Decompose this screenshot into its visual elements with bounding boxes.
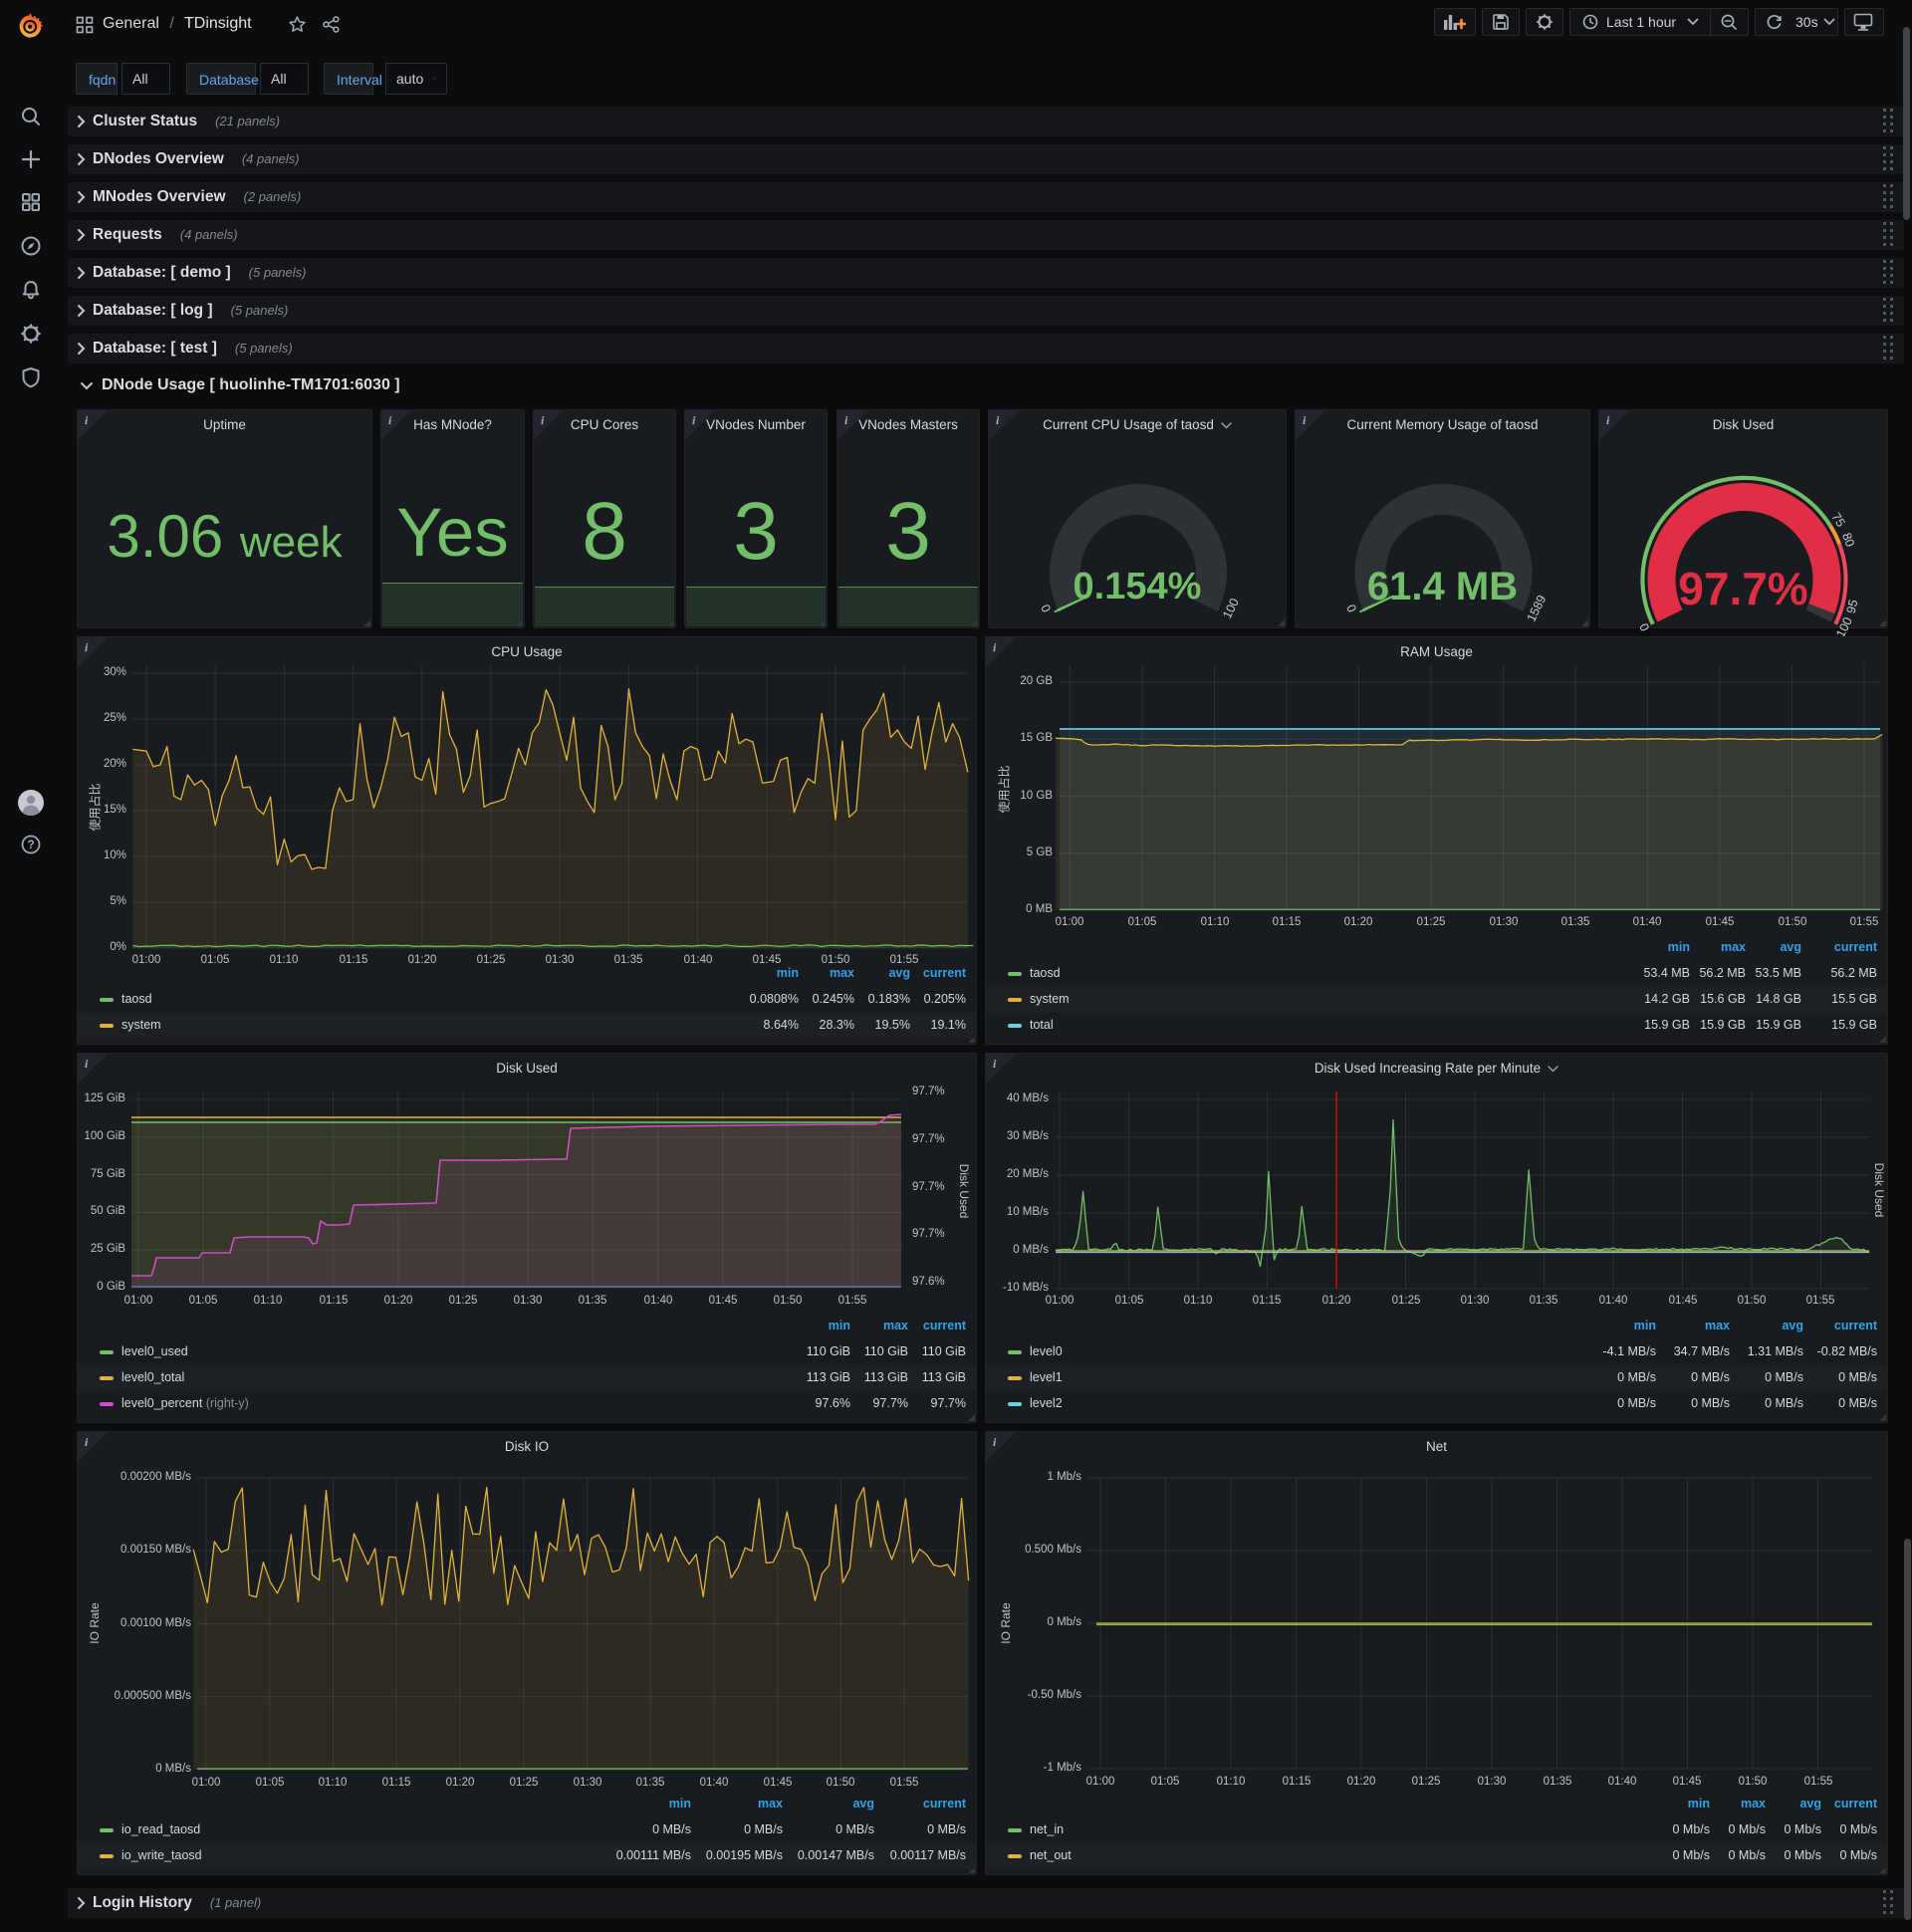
svg-text:?: ? (27, 838, 34, 851)
